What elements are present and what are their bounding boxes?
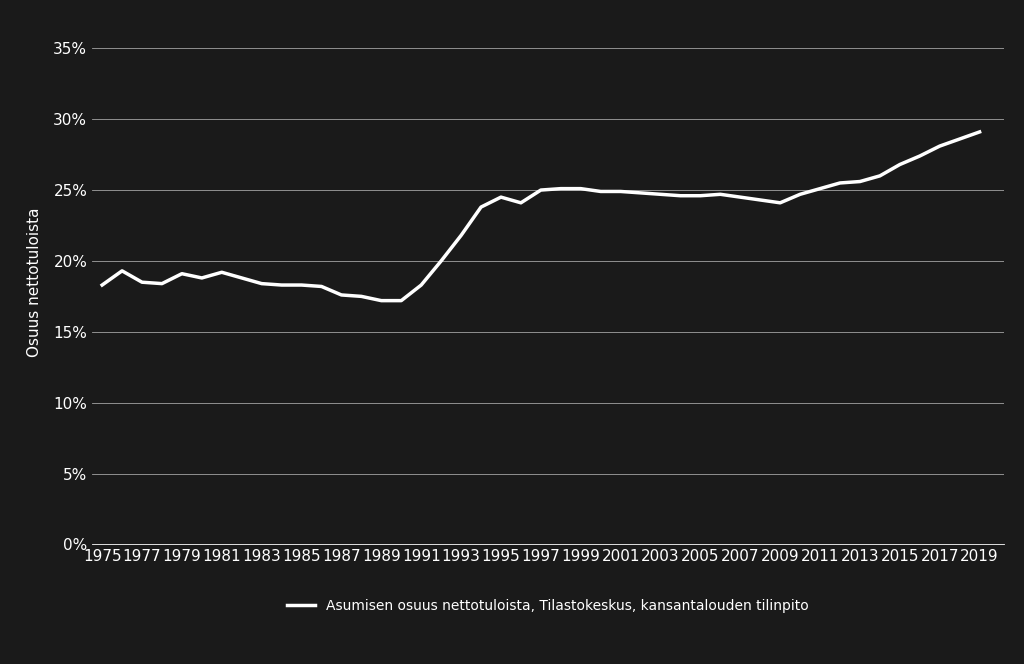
Legend: Asumisen osuus nettotuloista, Tilastokeskus, kansantalouden tilinpito: Asumisen osuus nettotuloista, Tilastokes… bbox=[282, 594, 814, 619]
Y-axis label: Osuus nettotuloista: Osuus nettotuloista bbox=[28, 207, 42, 357]
